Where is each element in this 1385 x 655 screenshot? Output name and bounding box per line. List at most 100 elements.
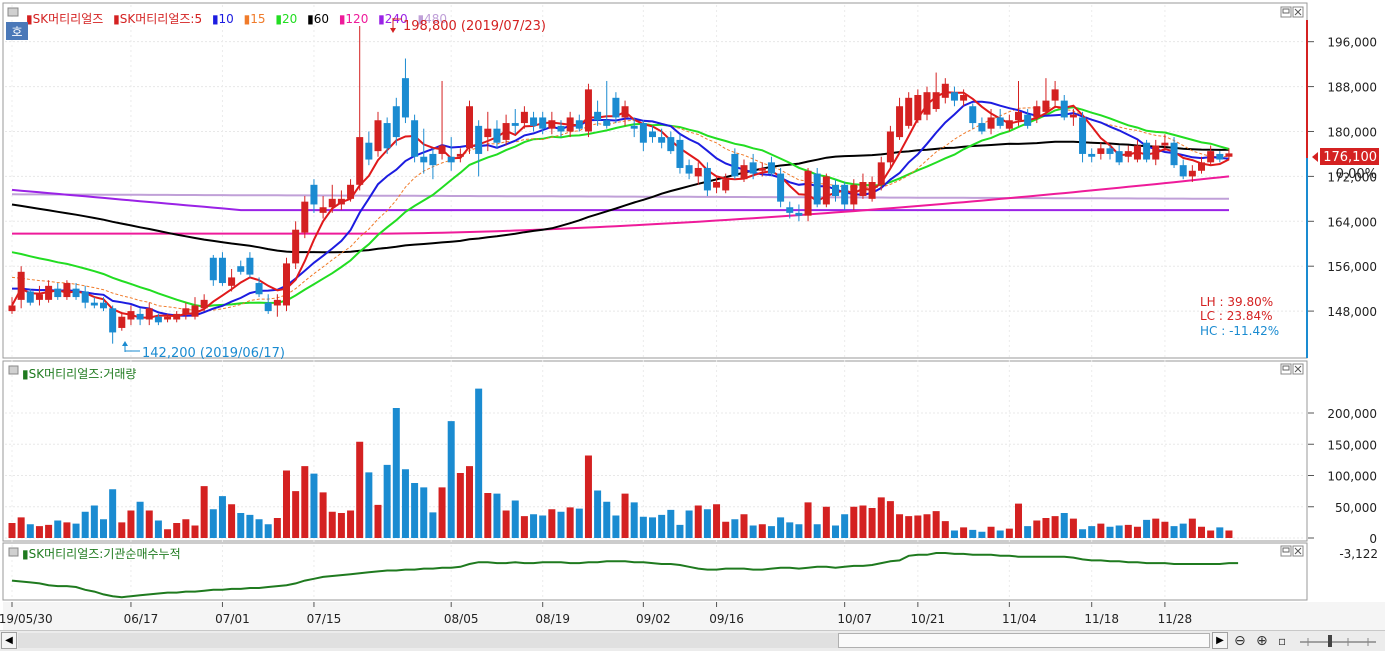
candle-body <box>850 184 858 205</box>
candle-body <box>978 123 986 132</box>
candle-body <box>676 139 684 168</box>
candle-body <box>575 120 583 129</box>
candle-body <box>612 97 620 118</box>
volume-bar <box>429 512 437 538</box>
volume-tick-label: 0 <box>1369 532 1377 546</box>
price-tick-label: 188,000 <box>1327 81 1377 95</box>
volume-bar <box>1161 521 1169 538</box>
volume-bar <box>264 524 272 538</box>
candle-body <box>392 106 400 138</box>
volume-tick-label: 150,000 <box>1327 438 1377 452</box>
volume-bar <box>255 519 263 538</box>
ma480-line <box>11 193 1229 200</box>
candle-body <box>173 313 181 320</box>
candle-body <box>630 125 638 129</box>
ma120-line <box>12 175 1230 235</box>
ma60-line <box>11 140 1230 254</box>
candle-body <box>136 313 144 320</box>
candle-body <box>337 198 345 205</box>
volume-bar <box>392 408 400 538</box>
volume-bar <box>173 523 181 538</box>
scroll-thumb[interactable] <box>838 633 1210 648</box>
volume-bar <box>301 466 309 538</box>
volume-bar <box>996 530 1004 538</box>
candle-body <box>667 137 675 152</box>
volume-bar <box>1097 523 1105 538</box>
candle-body <box>923 92 931 115</box>
inst-cum-line <box>11 552 1239 599</box>
candle-body <box>63 283 71 298</box>
volume-bar <box>1225 530 1233 538</box>
volume-bar <box>154 520 162 538</box>
date-tick-label: 06/17 <box>124 612 159 626</box>
candle-body <box>786 207 794 213</box>
volume-bar <box>594 490 602 538</box>
candle-body <box>941 83 949 98</box>
candle-body <box>1051 89 1059 101</box>
ho-badge[interactable] <box>6 22 28 40</box>
candle-body <box>722 179 730 191</box>
scroll-right-icon[interactable]: ▶ <box>1212 632 1228 649</box>
volume-bar <box>676 524 684 538</box>
legend-ma60: 60 <box>314 12 329 26</box>
candle-body <box>548 120 556 129</box>
low-annotation: 142,200 (2019/06/17) <box>122 341 285 361</box>
candle-body <box>877 162 885 185</box>
volume-bar <box>749 525 757 538</box>
volume-bar <box>90 505 98 538</box>
candle-body <box>228 277 236 286</box>
volume-bar <box>850 506 858 538</box>
volume-bar <box>1015 503 1022 538</box>
candle-body <box>740 165 748 180</box>
volume-bar <box>145 510 153 538</box>
candle-body <box>658 137 666 143</box>
volume-bar <box>832 525 839 538</box>
date-tick-label: 09/16 <box>709 612 744 626</box>
volume-panel-buttons[interactable] <box>1280 363 1304 375</box>
candle-body <box>35 294 43 300</box>
candle-body <box>90 302 98 306</box>
horizontal-scrollbar[interactable]: ◀ ▶ ⊖ ⊕ ▫ <box>0 630 1385 651</box>
stat-lh: LH : 39.80% <box>1200 295 1273 309</box>
stat-hc: HC : -11.42% <box>1200 324 1279 338</box>
volume-bar <box>813 524 821 538</box>
volume-bar <box>136 501 144 538</box>
volume-bar <box>456 473 464 538</box>
candle-body <box>639 123 647 143</box>
volume-bar <box>868 508 876 538</box>
volume-bar <box>383 464 391 538</box>
price-tick-label: 172,000 <box>1327 170 1377 184</box>
volume-bar <box>191 525 199 538</box>
volume-bar <box>767 526 775 538</box>
candle-body <box>475 125 483 154</box>
candle-body <box>72 288 80 298</box>
price-panel-buttons[interactable] <box>1280 6 1304 18</box>
price-tick-label: 196,000 <box>1327 36 1377 50</box>
zoom-out-icon[interactable]: ⊖ <box>1234 633 1246 649</box>
volume-bar <box>1170 526 1178 538</box>
date-tick-label: 09/02 <box>636 612 671 626</box>
candle-body <box>383 123 391 149</box>
candle-body <box>649 131 656 138</box>
candle-body <box>758 167 766 171</box>
candle-body <box>987 117 995 129</box>
range-bar-upper <box>1306 20 1308 158</box>
candle-body <box>713 182 721 188</box>
volume-bar <box>1124 524 1132 538</box>
volume-bar <box>950 530 958 538</box>
volume-bar <box>127 510 135 538</box>
zoom-fit-icon[interactable]: ▫ <box>1278 634 1287 648</box>
volume-bar <box>35 526 43 538</box>
zoom-slider[interactable] <box>1298 632 1378 650</box>
zoom-in-icon[interactable]: ⊕ <box>1256 633 1268 649</box>
volume-bar <box>658 514 666 538</box>
candle-body <box>1143 142 1151 160</box>
date-tick-label: 2019/05/30 <box>0 612 53 626</box>
candle-body <box>127 311 135 320</box>
scroll-left-icon[interactable]: ◀ <box>1 632 17 649</box>
candle-body <box>466 106 473 149</box>
volume-marker-icon <box>8 365 19 375</box>
inst-panel-buttons[interactable] <box>1280 545 1304 557</box>
candle-body <box>1216 153 1224 160</box>
